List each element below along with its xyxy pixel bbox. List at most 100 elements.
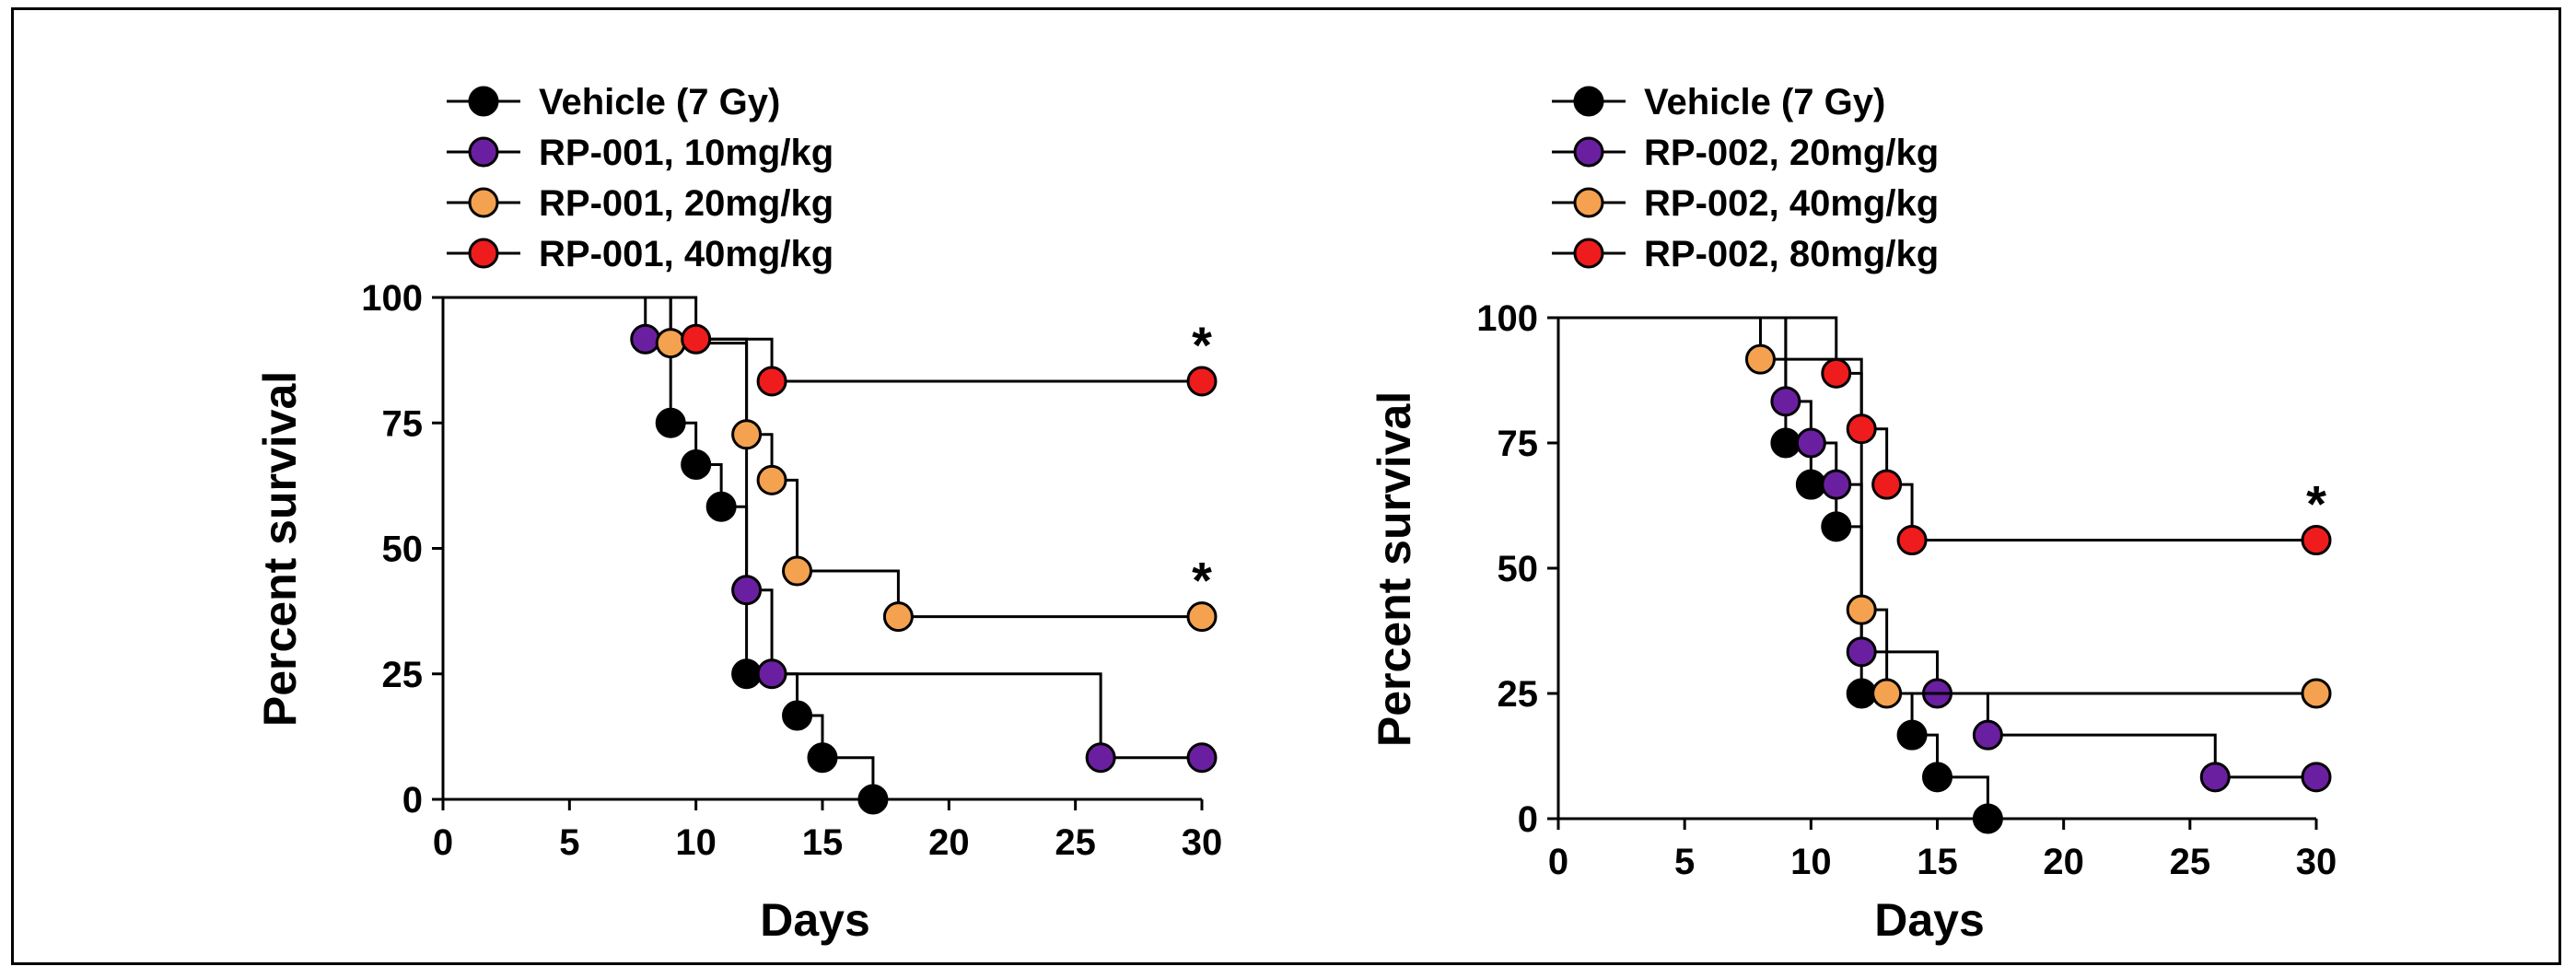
legend-item: RP-002, 20mg/kg [1552, 133, 1939, 173]
x-tick-label: 30 [2296, 842, 2337, 882]
data-point [2301, 762, 2332, 793]
data-point [1770, 427, 1801, 459]
y-tick-label: 100 [361, 278, 423, 319]
legend-label: RP-001, 20mg/kg [539, 183, 833, 224]
legend-marker [468, 238, 499, 269]
y-axis-title: Percent survival [254, 371, 306, 727]
legend-label: RP-002, 80mg/kg [1644, 234, 1939, 274]
x-tick-label: 15 [802, 822, 844, 863]
data-point [1972, 719, 2003, 751]
significance-asterisk: * [1192, 316, 1212, 374]
data-point [1186, 366, 1218, 397]
x-ticks: 0 5 10 15 20 25 30 [1548, 819, 2337, 882]
legend-label: RP-002, 20mg/kg [1644, 133, 1939, 173]
legend-item: RP-002, 80mg/kg [1552, 234, 1939, 274]
y-tick-label: 100 [1476, 298, 1538, 339]
significance-asterisk: * [2306, 475, 2326, 533]
data-point [655, 407, 686, 438]
data-point [1846, 594, 1877, 625]
significance-asterisk: * [1192, 552, 1212, 610]
series-group [1558, 316, 2332, 834]
y-tick-label: 25 [1498, 674, 1539, 715]
x-axis-title: Days [760, 894, 870, 946]
y-ticks: 0 25 50 75 100 [361, 278, 443, 821]
x-axis-title: Days [1874, 894, 1985, 946]
legend-marker [1573, 136, 1604, 168]
data-point [1770, 386, 1801, 417]
x-tick-label: 25 [2170, 842, 2211, 882]
data-point [1972, 803, 2003, 834]
series-rp-001-10mg-kg [443, 296, 1218, 774]
legend-item: Vehicle (7 Gy) [447, 82, 780, 122]
data-point [756, 658, 787, 690]
x-tick-label: 5 [1674, 842, 1695, 882]
data-point [731, 658, 763, 690]
y-tick-label: 75 [1498, 424, 1539, 464]
data-point [731, 575, 763, 606]
data-point [1821, 511, 1852, 542]
x-tick-label: 10 [1790, 842, 1832, 882]
series-rp-002-20mg-kg [1558, 316, 2332, 793]
data-point [681, 323, 712, 355]
x-tick-label: 10 [675, 822, 717, 863]
legend-marker [1573, 238, 1604, 269]
data-point [681, 448, 712, 480]
figure-frame: Vehicle (7 Gy) RP-001, 10mg/kg RP-001, 20m… [11, 7, 2561, 965]
legend-marker [468, 136, 499, 168]
data-point [807, 742, 838, 774]
data-point [1896, 525, 1928, 556]
series-rp-001-40mg-kg [443, 296, 1218, 397]
survival-step-line [443, 296, 1202, 760]
x-tick-label: 30 [1182, 822, 1223, 863]
y-axis-title: Percent survival [1369, 391, 1420, 747]
x-tick-label: 15 [1917, 842, 1958, 882]
legend-item: Vehicle (7 Gy) [1552, 82, 1885, 122]
x-tick-label: 5 [559, 822, 579, 863]
data-point [1846, 636, 1877, 668]
series-rp-001-20mg-kg [443, 296, 1218, 633]
x-tick-label: 20 [2043, 842, 2084, 882]
y-tick-label: 0 [402, 780, 423, 821]
survival-step-line [1558, 316, 2316, 695]
data-point [1846, 678, 1877, 709]
legend-label: Vehicle (7 Gy) [539, 82, 780, 122]
data-point [2301, 678, 2332, 709]
series-group [443, 296, 1218, 815]
data-point [882, 601, 914, 633]
data-point [705, 491, 737, 522]
y-tick-label: 50 [382, 530, 424, 570]
legend: Vehicle (7 Gy) RP-001, 10mg/kg RP-001, 20m… [447, 82, 833, 274]
legend-label: Vehicle (7 Gy) [1644, 82, 1885, 122]
survival-chart-rp002: Vehicle (7 Gy) RP-002, 20mg/kg RP-002, 40m… [1369, 82, 2337, 946]
data-point [655, 328, 686, 359]
data-point [1821, 357, 1852, 389]
data-point [1871, 678, 1903, 709]
series-rp-002-80mg-kg [1558, 316, 2332, 556]
x-tick-label: 25 [1055, 822, 1096, 863]
data-point [1744, 343, 1776, 375]
survival-chart-rp001: Vehicle (7 Gy) RP-001, 10mg/kg RP-001, 20m… [254, 82, 1222, 946]
data-point [2301, 525, 2332, 556]
series-rp-002-40mg-kg [1558, 316, 2332, 709]
data-point [1186, 742, 1218, 774]
legend-label: RP-002, 40mg/kg [1644, 183, 1939, 224]
significance-markers: * [2306, 475, 2326, 533]
data-point [1871, 469, 1903, 500]
x-tick-label: 0 [433, 822, 453, 863]
x-tick-label: 0 [1548, 842, 1568, 882]
legend-item: RP-002, 40mg/kg [1552, 183, 1939, 224]
data-point [2199, 762, 2231, 793]
data-point [756, 464, 787, 495]
legend-label: RP-001, 10mg/kg [539, 133, 833, 173]
data-point [1846, 413, 1877, 445]
data-point [1795, 469, 1826, 500]
data-point [731, 419, 763, 450]
x-ticks: 0 5 10 15 20 25 30 [433, 799, 1222, 863]
data-point [1821, 469, 1852, 500]
data-point [1085, 742, 1116, 774]
legend: Vehicle (7 Gy) RP-002, 20mg/kg RP-002, 40m… [1552, 82, 1939, 274]
survival-step-line [1558, 316, 2316, 542]
y-tick-label: 50 [1498, 549, 1539, 589]
data-point [857, 784, 889, 815]
series-vehicle-7-gy [443, 296, 889, 815]
